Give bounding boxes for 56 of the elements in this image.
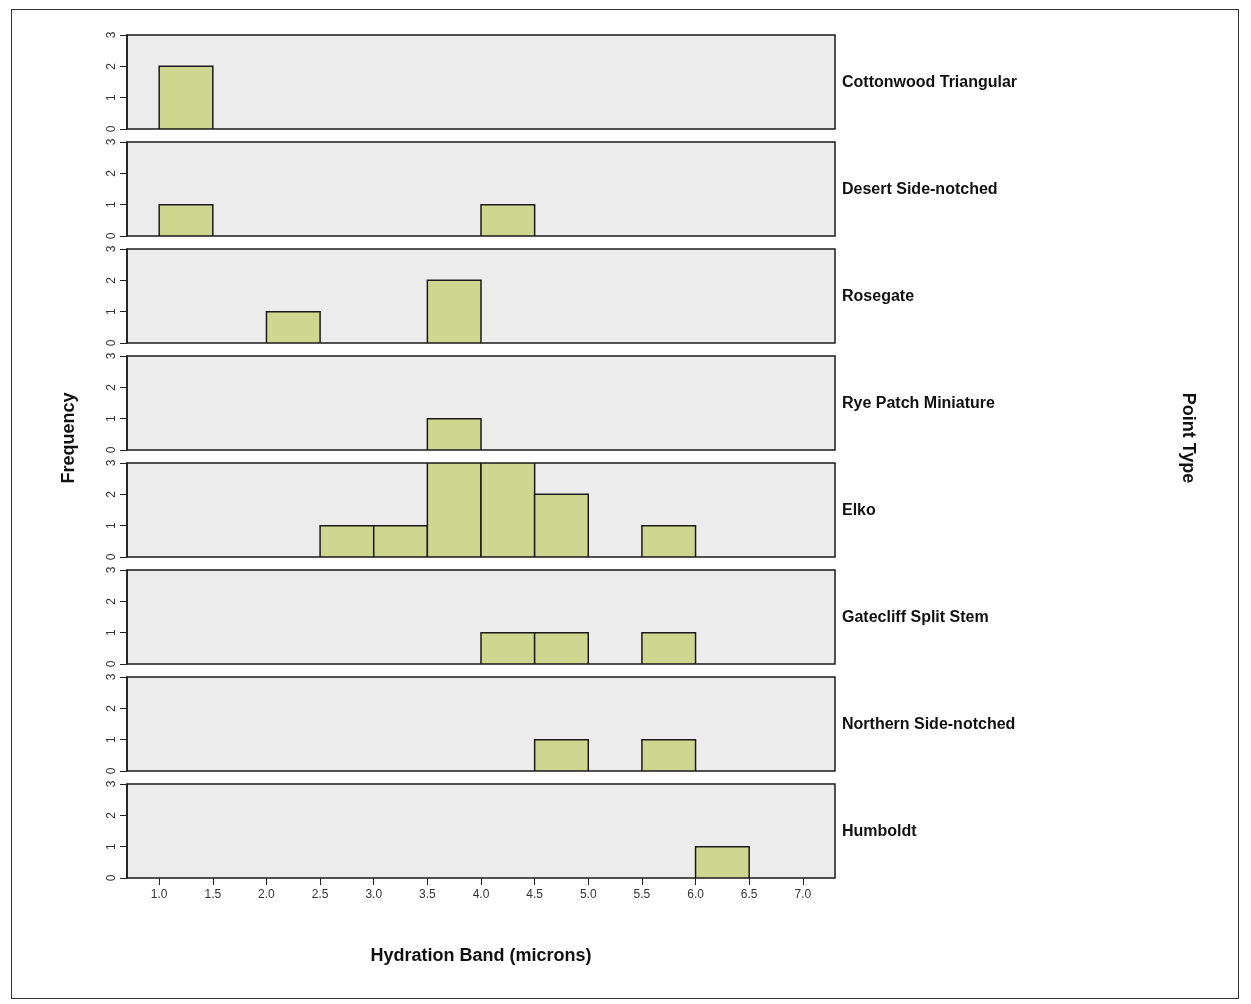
text: Rosegate [842, 286, 915, 304]
y-tick-label: 1 [104, 415, 118, 423]
y-tick-label: 1 [104, 94, 118, 102]
y-tick-label: 2 [104, 811, 118, 819]
text: Humboldt [842, 821, 918, 839]
x-tick-label: 1.0 [150, 887, 168, 901]
y-tick-label: 0 [104, 339, 118, 347]
y-tick-label: 0 [104, 874, 118, 882]
y-tick-label: 3 [104, 245, 118, 253]
y-tick-label: 2 [104, 62, 118, 70]
x-tick-label: 2.5 [311, 887, 329, 901]
text: Desert Side-notched [842, 179, 998, 197]
x-tick-label: 1.5 [204, 887, 222, 901]
y-tick-label: 0 [104, 553, 118, 561]
y-tick-label: 3 [104, 138, 118, 146]
x-tick-label: 6.5 [740, 887, 758, 901]
y-tick-label: 3 [104, 780, 118, 788]
x-tick-label: 2.0 [258, 887, 276, 901]
y-tick-label: 0 [104, 232, 118, 240]
y-tick-label: 0 [104, 125, 118, 133]
y-tick-label: 2 [104, 490, 118, 498]
x-tick-label: 6.0 [687, 887, 705, 901]
y-tick-label: 0 [104, 767, 118, 775]
y-tick-label: 2 [104, 704, 118, 712]
y-tick-label: 2 [104, 276, 118, 284]
x-tick-label: 5.5 [633, 887, 651, 901]
text: Rye Patch Miniature [842, 393, 996, 411]
y-tick-label: 1 [104, 522, 118, 530]
text: Cottonwood Triangular [842, 72, 1018, 90]
x-tick-label: 5.0 [579, 887, 597, 901]
y-tick-label: 1 [104, 629, 118, 637]
y-tick-label: 2 [104, 383, 118, 391]
x-tick-label: 4.5 [526, 887, 544, 901]
y-tick-label: 2 [104, 597, 118, 605]
y-tick-label: 2 [104, 169, 118, 177]
y-tick-label: 3 [104, 673, 118, 681]
y-tick-label: 1 [104, 736, 118, 744]
text: Point Type [1177, 392, 1199, 484]
y-tick-label: 1 [104, 308, 118, 316]
x-tick-label: 3.0 [365, 887, 383, 901]
text: Northern Side-notched [842, 714, 1016, 732]
y-tick-label: 3 [104, 566, 118, 574]
x-axis-title: Hydration Band (microns) [370, 945, 592, 965]
x-tick-label: 3.5 [419, 887, 437, 901]
y-tick-label: 1 [104, 201, 118, 209]
text: Gatecliff Split Stem [842, 607, 989, 625]
y-axis-title: Frequency [57, 392, 79, 484]
x-tick-label: 4.0 [472, 887, 490, 901]
text: Elko [842, 500, 877, 518]
y-tick-label: 0 [104, 660, 118, 668]
y-tick-label: 1 [104, 843, 118, 851]
y-tick-label: 3 [104, 31, 118, 39]
x-tick-label: 7.0 [794, 887, 812, 901]
y-tick-label: 3 [104, 459, 118, 467]
y-tick-label: 3 [104, 352, 118, 360]
y-tick-label: 0 [104, 446, 118, 454]
